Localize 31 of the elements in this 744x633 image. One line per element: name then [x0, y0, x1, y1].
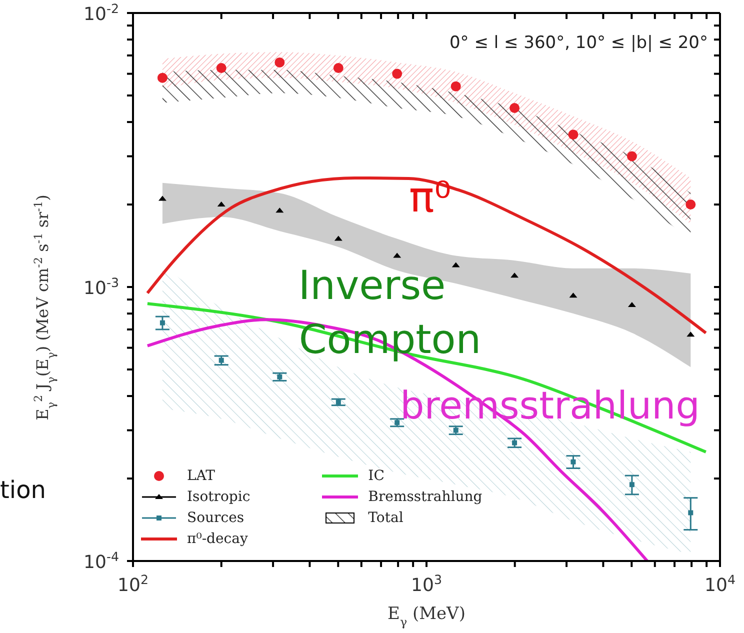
- point: [688, 510, 694, 516]
- y-tick-label: 10$^{-4}$: [84, 548, 119, 573]
- point: [392, 68, 402, 79]
- x-axis-title: E$_{γ}$ (MeV): [388, 604, 466, 629]
- y-tick-label: 10$^{-2}$: [84, 0, 119, 25]
- point: [450, 81, 461, 92]
- legend-label: IC: [368, 468, 384, 484]
- text: tion: [0, 476, 46, 504]
- legend-label: LAT: [187, 468, 215, 484]
- point: [568, 130, 578, 140]
- x-tick-label: 10$^{2}$: [118, 572, 148, 596]
- annotation: π⁰: [408, 172, 452, 222]
- point: [686, 200, 696, 210]
- legend-label: Total: [368, 510, 404, 526]
- point: [274, 57, 285, 68]
- legend-label: π⁰-decay: [187, 530, 248, 546]
- x-tick-label: 10$^{4}$: [704, 572, 736, 596]
- annotation: 0° ≤ l ≤ 360°, 10° ≤ |b| ≤ 20°: [449, 33, 708, 53]
- legend-label: Sources: [187, 510, 244, 526]
- point: [570, 459, 576, 464]
- x-tick-label: 10$^{3}$: [411, 572, 442, 596]
- point: [157, 72, 168, 83]
- legend-label: Isotropic: [187, 488, 250, 504]
- legend-label: Bremsstrahlung: [368, 488, 482, 504]
- point: [216, 62, 226, 73]
- point: [160, 320, 165, 326]
- point: [333, 62, 344, 73]
- y-tick-label: 10$^{-3}$: [84, 274, 119, 299]
- point: [510, 103, 520, 114]
- point: [626, 151, 637, 162]
- point: [629, 482, 634, 488]
